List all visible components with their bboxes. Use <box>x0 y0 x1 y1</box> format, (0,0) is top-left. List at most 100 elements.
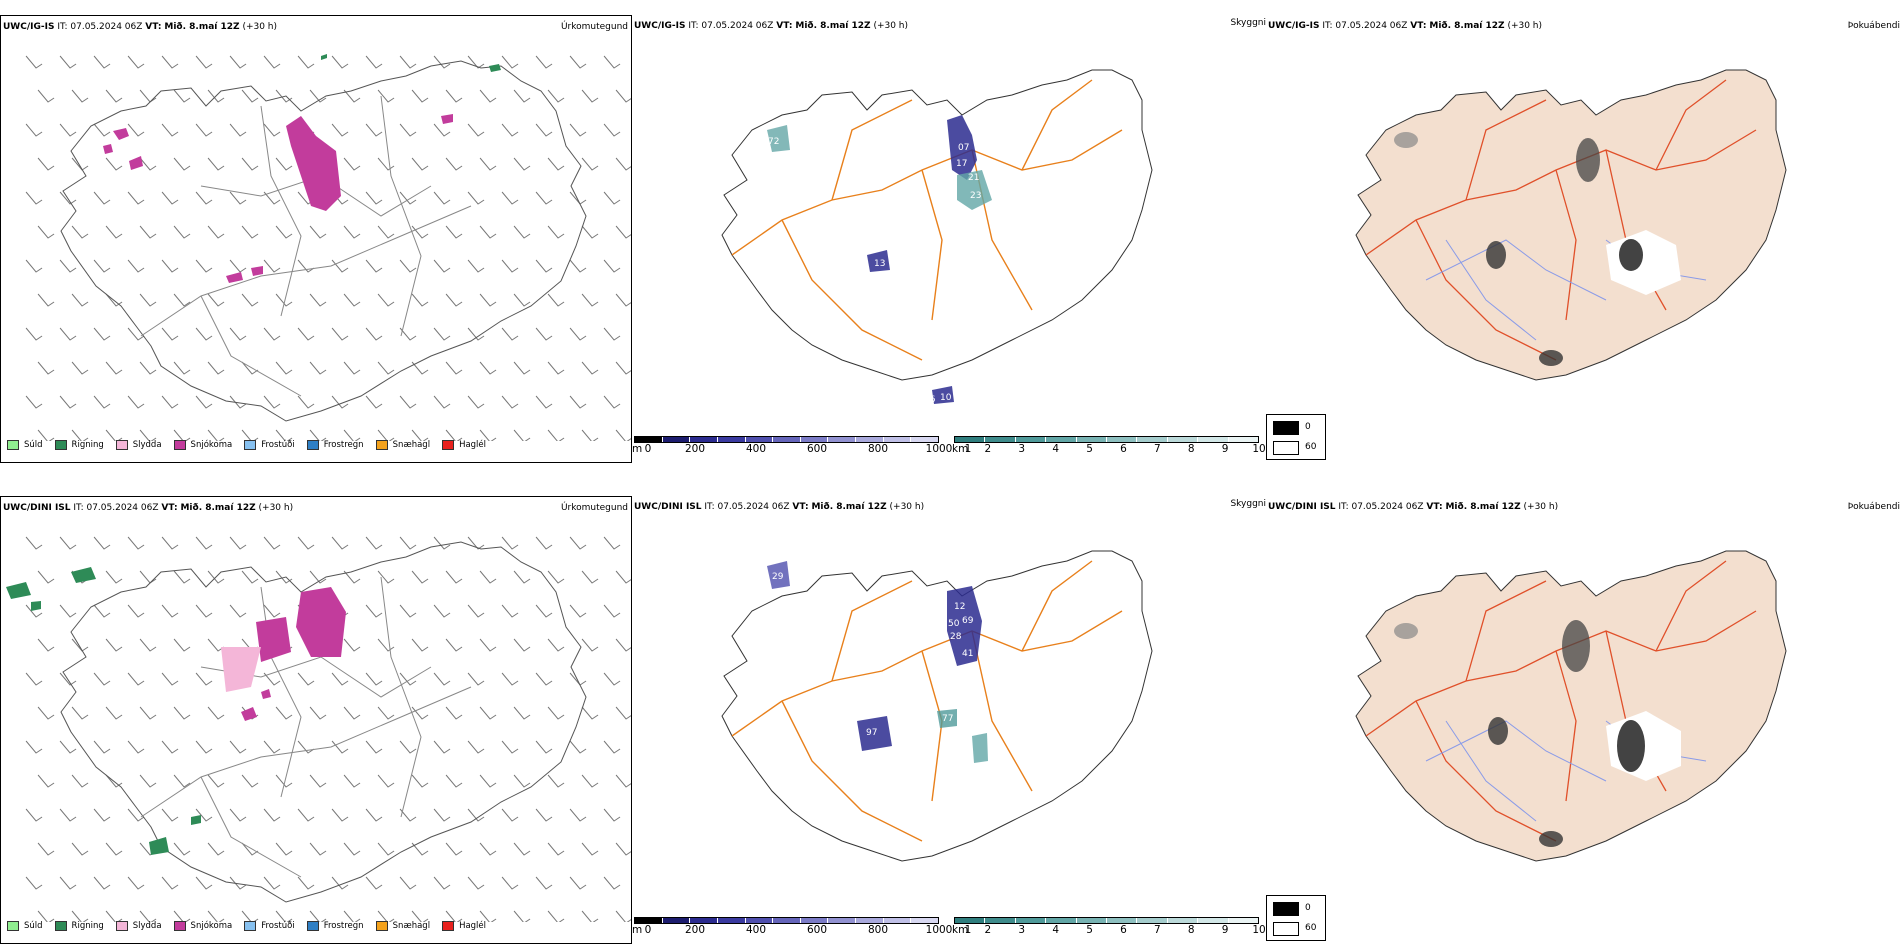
legend-item: Snæhagl <box>375 440 430 450</box>
wind-barb <box>207 157 225 171</box>
wind-barb <box>59 55 77 69</box>
wind-barb <box>377 774 395 788</box>
wind-barb <box>25 55 43 69</box>
cloud-base-colorbar: m 0 200 400 600 800 1000 <box>632 917 952 936</box>
wind-barb <box>581 225 599 239</box>
legend-label: Rigning <box>71 921 104 931</box>
wind-barb <box>331 123 349 137</box>
wind-barb <box>297 672 315 686</box>
wind-barb <box>195 327 213 341</box>
fog-map <box>1355 69 1787 381</box>
panel-name-cloud: Skyggni <box>1230 18 1266 28</box>
wind-barb <box>603 740 621 754</box>
wind-barb <box>173 910 191 922</box>
wind-barb <box>399 259 417 273</box>
wind-barb <box>139 89 157 103</box>
wind-barb <box>173 706 191 720</box>
wind-barb <box>195 123 213 137</box>
wind-barb <box>581 570 599 584</box>
wind-barb <box>603 536 621 550</box>
wind-barb <box>37 842 55 856</box>
legend-label: Snjókoma <box>190 440 233 450</box>
wind-barb <box>433 259 451 273</box>
wind-barb <box>195 191 213 205</box>
wind-barb <box>59 259 77 273</box>
colorbar-cell <box>1046 437 1077 442</box>
wind-barb <box>501 55 519 69</box>
wind-barb <box>139 293 157 307</box>
wind-barb <box>467 672 485 686</box>
wind-barb <box>433 123 451 137</box>
wind-barb <box>377 361 395 375</box>
wind-barb <box>411 910 429 922</box>
wind-barb <box>161 740 179 754</box>
wind-barb <box>343 638 361 652</box>
cloud-panel-bottom: UWC/DINI ISL IT: 07.05.2024 06Z VT: Mið.… <box>632 496 1266 944</box>
legend-item: Slydda <box>115 440 162 450</box>
colorbar-cell <box>745 437 774 442</box>
wind-barb <box>275 570 293 584</box>
wind-barb <box>173 570 191 584</box>
wind-barb <box>275 706 293 720</box>
wind-barb <box>501 672 519 686</box>
wind-barb <box>569 672 587 686</box>
wind-barb <box>263 740 281 754</box>
wind-barb <box>127 55 145 69</box>
colorbar-tick: 1 <box>964 443 972 455</box>
wind-barb <box>105 293 123 307</box>
wind-barb <box>229 536 247 550</box>
wind-barb <box>59 191 77 205</box>
wind-barb <box>615 157 631 171</box>
panel-name-fog: Þokuábendi <box>1847 502 1900 512</box>
wind-barb <box>377 570 395 584</box>
wind-barb <box>479 225 497 239</box>
wind-barb <box>59 740 77 754</box>
wind-barb <box>71 774 89 788</box>
panel-name-precip: Úrkomutegund <box>560 503 628 513</box>
wind-barb <box>433 604 451 618</box>
panel-title: UWC/DINI ISL IT: 07.05.2024 06Z VT: Mið.… <box>1268 502 1559 512</box>
wind-barb <box>411 774 429 788</box>
colorbar-cell <box>955 437 986 442</box>
wind-barb <box>365 259 383 273</box>
colorbar-cell <box>1015 437 1047 442</box>
wind-barb <box>309 706 327 720</box>
wind-barb <box>479 570 497 584</box>
wind-barb <box>105 361 123 375</box>
wind-barb <box>501 191 519 205</box>
wind-barb <box>263 808 281 822</box>
wind-barb <box>241 842 259 856</box>
wind-barb <box>105 157 123 171</box>
colorbar-cell <box>911 918 939 923</box>
wind-barb <box>161 604 179 618</box>
wind-barb <box>25 740 43 754</box>
wind-barb <box>479 89 497 103</box>
wind-barb <box>547 774 565 788</box>
wind-barb <box>93 740 111 754</box>
legend-swatch <box>173 440 186 450</box>
legend-item: Súld <box>7 921 43 931</box>
wind-barb <box>297 536 315 550</box>
colorbar-cell <box>1107 918 1138 923</box>
fog-swatch <box>1273 902 1299 916</box>
wind-barb <box>229 123 247 137</box>
wind-barb <box>513 293 531 307</box>
wind-barb <box>535 55 553 69</box>
wind-barb <box>581 842 599 856</box>
wind-barb <box>161 672 179 686</box>
wind-barb <box>467 740 485 754</box>
legend-label: Snæhagl <box>392 921 431 931</box>
cloud-labels: 72 07 17 23 21 13 10 16 <box>768 137 981 405</box>
wind-barb <box>93 395 111 409</box>
wind-barb <box>513 638 531 652</box>
wind-barb <box>535 327 553 341</box>
cloud-panel-top: UWC/IG-IS IT: 07.05.2024 06Z VT: Mið. 8.… <box>632 15 1266 463</box>
legend-swatch <box>173 921 186 931</box>
wind-barb <box>581 89 599 103</box>
wind-barb <box>173 361 191 375</box>
legend-swatch <box>7 921 19 931</box>
wind-barbs <box>25 536 631 922</box>
wind-barb <box>71 706 89 720</box>
cloud-label: 28 <box>950 632 962 642</box>
wind-barb <box>603 55 621 69</box>
